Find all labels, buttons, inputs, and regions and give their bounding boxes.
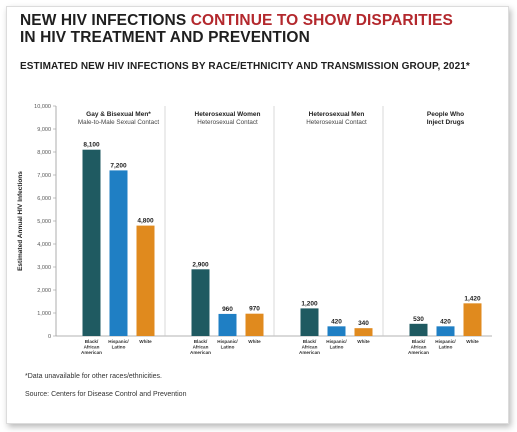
bar: [354, 328, 373, 336]
bar-value-label: 420: [331, 318, 342, 325]
category-label: Hispanic/Latino: [326, 339, 347, 350]
bar: [327, 326, 346, 336]
bar: [245, 313, 264, 336]
title-part-2: IN HIV TREATMENT AND PREVENTION: [20, 29, 310, 46]
footnote: *Data unavailable for other races/ethnic…: [25, 373, 162, 380]
group-title: Gay & Bisexual Men*: [86, 111, 151, 118]
bar-value-label: 7,200: [110, 162, 127, 169]
y-tick-label: 7,000: [37, 173, 51, 179]
bar-value-label: 1,420: [464, 295, 481, 302]
bar-value-label: 4,800: [137, 218, 154, 225]
category-label: Black/African American: [299, 339, 320, 355]
group-title: People Who Inject Drugs: [427, 111, 465, 126]
bar-value-label: 960: [222, 306, 233, 313]
chart-title: NEW HIV INFECTIONS CONTINUE TO SHOW DISP…: [20, 12, 490, 46]
y-tick-label: 1,000: [37, 311, 51, 317]
bar-value-label: 970: [249, 306, 260, 313]
bar-value-label: 2,900: [192, 261, 209, 268]
category-label: White: [139, 339, 152, 344]
bar: [109, 170, 128, 336]
y-tick-label: 6,000: [37, 196, 51, 202]
bar: [436, 326, 455, 336]
category-label: Black/African American: [408, 339, 429, 355]
bar: [300, 308, 319, 336]
category-label: Black/African American: [190, 339, 211, 355]
y-tick-label: 0: [48, 334, 51, 340]
y-tick-label: 2,000: [37, 288, 51, 294]
y-tick-label: 8,000: [37, 150, 51, 156]
source-note: Source: Centers for Disease Control and …: [25, 391, 187, 398]
bar-value-label: 8,100: [83, 142, 100, 149]
bar: [136, 225, 155, 336]
bar: [409, 323, 428, 336]
bar-value-label: 340: [358, 320, 369, 327]
bar: [191, 269, 210, 336]
group-title: Heterosexual Men: [309, 111, 365, 118]
category-label: Hispanic/Latino: [217, 339, 238, 350]
y-tick-label: 4,000: [37, 242, 51, 248]
category-label: White: [466, 339, 479, 344]
group-title: Heterosexual Women: [195, 111, 261, 118]
title-part-1: NEW HIV INFECTIONS: [20, 12, 191, 29]
bar-value-label: 1,200: [301, 300, 318, 307]
bar-value-label: 530: [413, 316, 424, 323]
group-subtitle: Heterosexual Contact: [197, 119, 258, 126]
group-subtitle: Male-to-Male Sexual Contact: [78, 119, 159, 126]
category-label: Black/African American: [81, 339, 102, 355]
y-tick-label: 5,000: [37, 219, 51, 225]
category-label: Hispanic/Latino: [435, 339, 456, 350]
bar: [218, 313, 237, 336]
bar: [463, 303, 482, 336]
category-label: White: [248, 339, 261, 344]
y-tick-label: 3,000: [37, 265, 51, 271]
y-tick-label: 10,000: [34, 104, 51, 110]
y-axis-label: Estimated Annual HIV Infections: [17, 171, 24, 271]
chart-subtitle: ESTIMATED NEW HIV INFECTIONS BY RACE/ETH…: [20, 61, 470, 72]
title-accent: CONTINUE TO SHOW DISPARITIES: [190, 12, 453, 29]
category-label: Hispanic/Latino: [108, 339, 129, 350]
category-label: White: [357, 339, 370, 344]
group-subtitle: Heterosexual Contact: [306, 119, 367, 126]
bar: [82, 149, 101, 336]
y-tick-label: 9,000: [37, 127, 51, 133]
bar-value-label: 420: [440, 318, 451, 325]
